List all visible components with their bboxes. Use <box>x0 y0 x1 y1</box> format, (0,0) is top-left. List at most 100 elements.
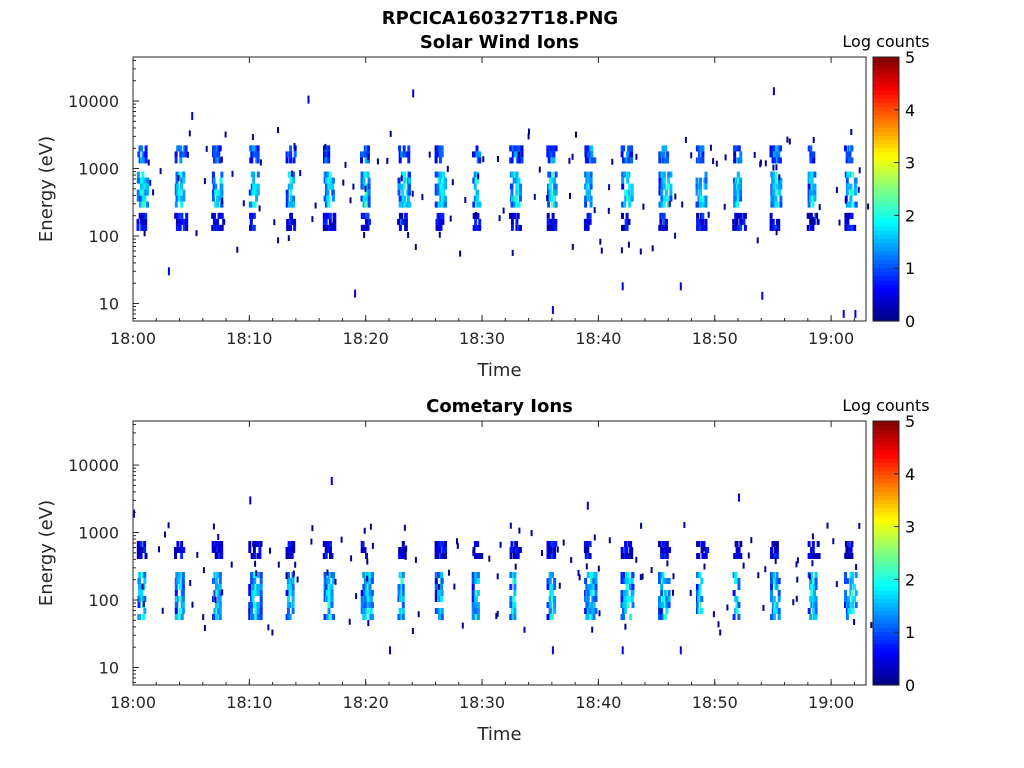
spectrogram-cell <box>180 195 184 202</box>
spectrogram-cell <box>700 596 704 602</box>
spectrogram-cell <box>624 189 628 196</box>
spectrogram-cell <box>254 541 258 547</box>
spectrogram-cell <box>178 224 182 231</box>
spectrogram-cell <box>849 584 853 590</box>
spectrogram-cell <box>650 567 653 573</box>
spectrogram-cell <box>214 151 218 158</box>
spectrogram-cell <box>734 195 738 202</box>
spectrogram-cell <box>499 541 502 548</box>
spectrogram-cell <box>143 572 147 578</box>
spectrogram-cell <box>589 195 593 202</box>
spectrogram-cell <box>850 212 854 219</box>
spectrogram-cell <box>363 527 366 534</box>
spectrogram-cell <box>585 189 589 196</box>
colorbar-step <box>873 676 899 682</box>
spectrogram-cell <box>538 166 541 173</box>
spectrogram-cell <box>285 590 289 596</box>
spectrogram-cell <box>442 189 446 196</box>
spectrogram-cell <box>414 244 417 250</box>
spectrogram-cell <box>216 195 219 202</box>
spectrogram-cell <box>849 547 853 553</box>
spectrogram-cell <box>287 235 290 242</box>
spectrogram-cell <box>640 522 643 529</box>
colorbar-step <box>873 429 899 434</box>
spectrogram-cell <box>769 224 773 231</box>
spectrogram-cell <box>405 545 408 552</box>
spectrogram-cell <box>547 218 551 225</box>
spectrogram-cell <box>850 572 854 578</box>
spectrogram-cell <box>779 195 783 202</box>
spectrogram-cell <box>556 546 559 553</box>
spectrogram-cell <box>586 171 590 178</box>
spectrogram-cell <box>267 624 270 631</box>
spectrogram-cell <box>550 572 554 578</box>
spectrogram-cell <box>290 553 294 559</box>
spectrogram-cell <box>770 547 773 553</box>
spectrogram-cell <box>330 222 333 229</box>
spectrogram-cell <box>289 177 293 184</box>
spectrogram-cell <box>441 177 445 184</box>
spectrogram-cell <box>698 584 702 590</box>
plot-area <box>133 421 866 685</box>
spectrogram-cell <box>403 177 407 184</box>
spectrogram-cell <box>434 541 438 547</box>
spectrogram-cell <box>219 177 223 184</box>
spectrogram-cell <box>140 145 143 152</box>
sparse-point <box>842 309 845 318</box>
colorbar-step <box>873 143 899 149</box>
spectrogram-cell <box>438 590 441 596</box>
spectrogram-cell <box>288 590 292 596</box>
spectrogram-cell <box>327 572 331 578</box>
spectrogram-cell <box>549 602 553 608</box>
spectrogram-cell <box>277 561 280 568</box>
spectrogram-cell <box>220 553 224 559</box>
spectrogram-cell <box>513 608 517 614</box>
spectrogram-cell <box>324 177 328 184</box>
spectrogram-cell <box>496 573 499 580</box>
spectrogram-cell <box>813 584 816 590</box>
spectrogram-cell <box>257 608 261 614</box>
spectrogram-cell <box>592 584 596 590</box>
spectrogram-cell <box>220 212 224 219</box>
spectrogram-cell <box>401 189 405 196</box>
spectrogram-cell <box>847 553 851 559</box>
spectrogram-cell <box>586 547 590 553</box>
spectrogram-cell <box>398 224 402 231</box>
spectrogram-cell <box>629 541 633 547</box>
spectrogram-cell <box>515 547 518 553</box>
spectrogram-cell <box>854 201 858 208</box>
spectrogram-cell <box>221 197 224 204</box>
spectrogram-cell <box>672 589 674 596</box>
spectrogram-cell <box>180 553 184 559</box>
spectrogram-cell <box>332 578 335 584</box>
colorbar-step <box>873 283 899 289</box>
spectrogram-cell <box>779 177 783 184</box>
colorbar-step <box>873 127 899 132</box>
spectrogram-cell <box>141 177 145 184</box>
colorbar-step <box>873 598 899 604</box>
spectrogram-cell <box>285 195 289 202</box>
spectrogram-cell <box>159 168 162 175</box>
spectrogram-cell <box>364 171 368 178</box>
spectrogram-cell <box>175 212 179 219</box>
spectrogram-cell <box>769 212 773 219</box>
spectrogram-cell <box>471 596 475 602</box>
spectrogram-cell <box>299 170 302 176</box>
spectrogram-cell <box>473 151 477 158</box>
spectrogram-cell <box>178 584 182 590</box>
spectrogram-cell <box>408 201 411 208</box>
spectrogram-cell <box>568 157 571 164</box>
spectrogram-cell <box>322 541 326 547</box>
spectrogram-cell <box>701 195 705 202</box>
spectrogram-cell <box>288 541 292 547</box>
spectrogram-cell <box>255 189 259 196</box>
spectrogram-cell <box>779 183 783 190</box>
spectrogram-cell <box>476 572 480 578</box>
colorbar-step <box>873 647 899 653</box>
spectrogram-cell <box>706 547 710 553</box>
spectrogram-cell <box>846 218 850 225</box>
colorbar-step <box>873 491 899 496</box>
colorbar-step <box>873 643 899 649</box>
sparse-point <box>551 306 554 314</box>
spectrogram-cell <box>552 145 556 152</box>
